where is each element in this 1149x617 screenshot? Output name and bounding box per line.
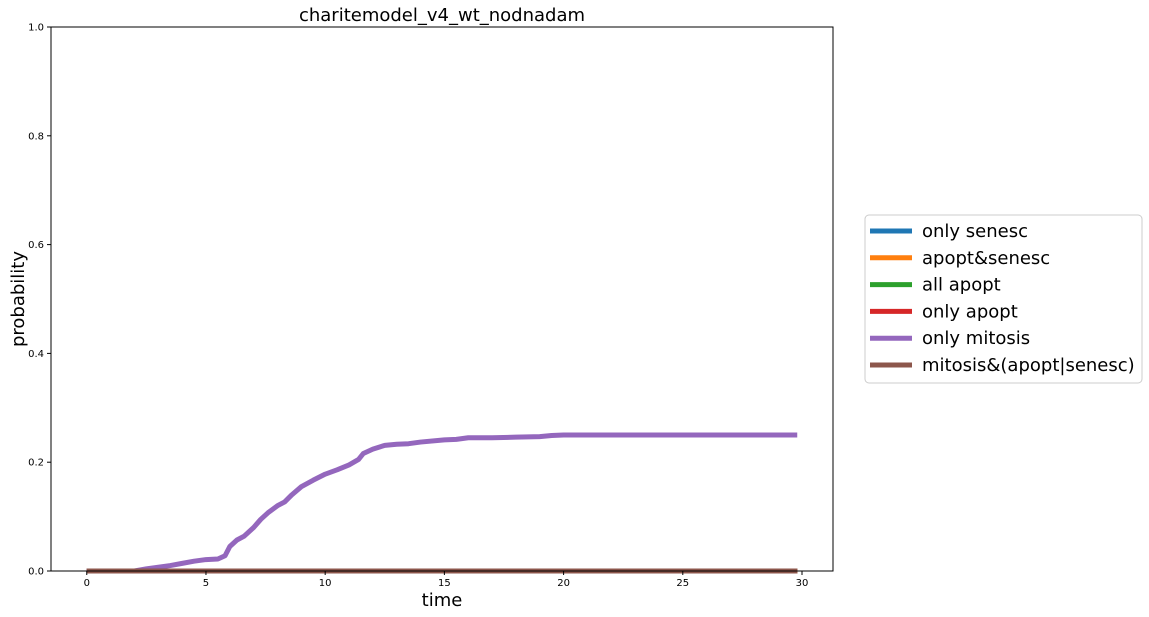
legend-label: mitosis&(apopt|senesc)	[922, 355, 1135, 376]
plot-frame	[50, 26, 834, 572]
y-tick-label: 0.2	[28, 458, 44, 469]
y-axis: 0.0 0.2 0.4 0.6 0.8 1.0	[28, 23, 51, 578]
x-axis: 0 5 10 15 20 25 30	[84, 571, 809, 589]
y-tick-label: 1.0	[28, 23, 44, 34]
legend-label: only mitosis	[922, 328, 1030, 349]
x-tick-label: 20	[557, 578, 570, 589]
x-axis-title: time	[422, 590, 463, 611]
y-tick-label: 0.6	[28, 240, 44, 251]
legend: only senesc apopt&senesc all apopt only apo…	[864, 214, 1143, 384]
x-tick-label: 15	[438, 578, 451, 589]
legend-frame	[864, 214, 1143, 384]
y-tick-label: 0.0	[28, 567, 44, 578]
x-tick-label: 10	[319, 578, 332, 589]
x-tick-label: 30	[796, 578, 809, 589]
y-tick-label: 0.8	[28, 131, 44, 142]
series-line-only-mitosis	[86, 432, 798, 574]
legend-label: only senesc	[922, 221, 1028, 242]
legend-label: all apopt	[922, 275, 1001, 296]
legend-label: apopt&senesc	[922, 248, 1050, 269]
x-tick-label: 0	[84, 578, 90, 589]
plot-area	[51, 27, 833, 571]
chart-title: charitemodel_v4_wt_nodnadam	[299, 5, 585, 26]
y-tick-label: 0.4	[28, 349, 44, 360]
x-tick-label: 5	[203, 578, 209, 589]
x-tick-label: 25	[676, 578, 689, 589]
legend-label: only apopt	[922, 301, 1018, 322]
y-axis-title: probability	[8, 251, 29, 347]
